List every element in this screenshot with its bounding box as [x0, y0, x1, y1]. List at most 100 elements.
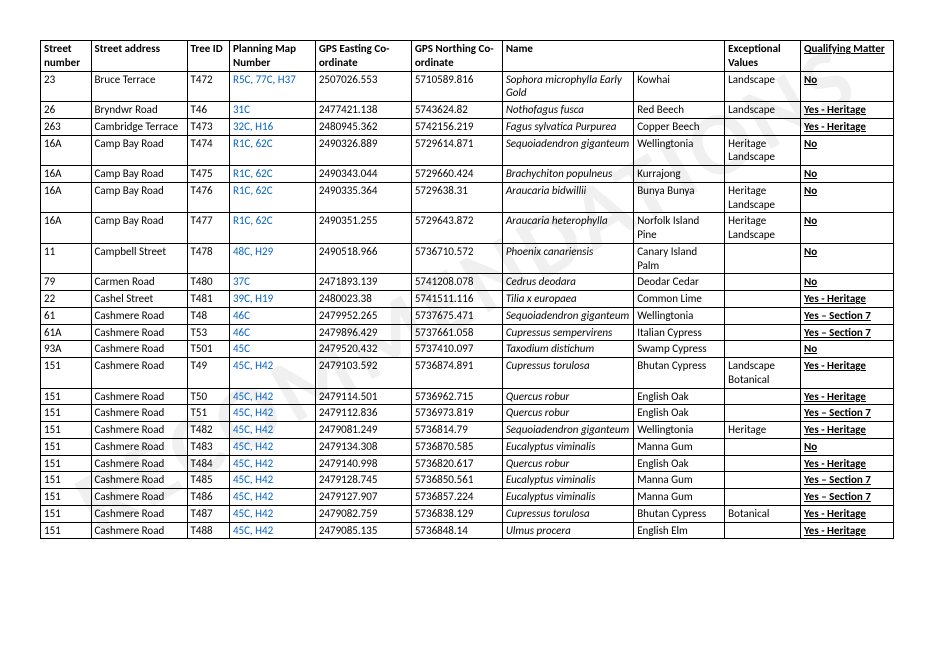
cell-exceptional-values: Landscape	[725, 102, 801, 119]
cell-exceptional-values: Landscape Botanical	[725, 358, 801, 389]
cell-scientific-name: Sophora microphylla Early Gold	[502, 71, 633, 102]
planning-map-link[interactable]: R1C, 62C	[233, 214, 273, 227]
cell-qualifying-matter: Yes - Heritage	[800, 358, 893, 389]
cell-tree-id: T488	[187, 522, 229, 539]
cell-common-name: Wellingtonia	[634, 307, 725, 324]
cell-planning-map: 46C	[229, 307, 315, 324]
cell-common-name: Manna Gum	[634, 489, 725, 506]
cell-street-address: Cashmere Road	[91, 505, 187, 522]
cell-street-address: Camp Bay Road	[91, 182, 187, 213]
cell-street-number: 151	[41, 505, 92, 522]
planning-map-link[interactable]: 46C	[233, 309, 250, 322]
table-row: 151Cashmere RoadT48745C, H422479082.7595…	[41, 505, 894, 522]
cell-scientific-name: Sequoiadendron giganteum	[502, 135, 633, 166]
cell-exceptional-values	[725, 291, 801, 308]
cell-east: 2479520.432	[315, 341, 411, 358]
cell-street-number: 93A	[41, 341, 92, 358]
cell-street-address: Camp Bay Road	[91, 213, 187, 244]
planning-map-link[interactable]: 45C, H42	[233, 359, 273, 372]
planning-map-link[interactable]: 45C, H42	[233, 390, 273, 403]
col-name: Name	[502, 41, 724, 72]
cell-street-number: 61	[41, 307, 92, 324]
cell-north: 5729614.871	[411, 135, 502, 166]
table-row: 61ACashmere RoadT5346C2479896.4295737661…	[41, 324, 894, 341]
cell-tree-id: T476	[187, 182, 229, 213]
cell-common-name: English Oak	[634, 388, 725, 405]
cell-common-name: Swamp Cypress	[634, 341, 725, 358]
planning-map-link[interactable]: 45C, H42	[233, 507, 273, 520]
cell-tree-id: T48	[187, 307, 229, 324]
cell-planning-map: R5C, 77C, H37	[229, 71, 315, 102]
cell-street-address: Cashmere Road	[91, 341, 187, 358]
cell-scientific-name: Cupressus torulosa	[502, 358, 633, 389]
planning-map-link[interactable]: R1C, 62C	[233, 167, 273, 180]
cell-common-name: English Elm	[634, 522, 725, 539]
planning-map-link[interactable]: R1C, 62C	[233, 137, 273, 150]
planning-map-link[interactable]: 45C, H42	[233, 423, 273, 436]
cell-street-number: 151	[41, 472, 92, 489]
cell-street-number: 151	[41, 422, 92, 439]
cell-north: 5742156.219	[411, 118, 502, 135]
cell-street-number: 22	[41, 291, 92, 308]
cell-north: 5729643.872	[411, 213, 502, 244]
cell-scientific-name: Sequoiadendron giganteum	[502, 307, 633, 324]
cell-tree-id: T486	[187, 489, 229, 506]
planning-map-link[interactable]: 45C, H42	[233, 524, 273, 537]
cell-tree-id: T49	[187, 358, 229, 389]
cell-common-name: Italian Cypress	[634, 324, 725, 341]
col-exceptional: Exceptional Values	[725, 41, 801, 72]
table-row: 151Cashmere RoadT5045C, H422479114.50157…	[41, 388, 894, 405]
planning-map-link[interactable]: 48C, H29	[233, 245, 273, 258]
planning-map-link[interactable]: 45C, H42	[233, 490, 273, 503]
cell-planning-map: R1C, 62C	[229, 182, 315, 213]
cell-common-name: Canary Island Palm	[634, 243, 725, 274]
cell-qualifying-matter: No	[800, 135, 893, 166]
cell-scientific-name: Quercus robur	[502, 405, 633, 422]
cell-tree-id: T46	[187, 102, 229, 119]
cell-tree-id: T53	[187, 324, 229, 341]
cell-qualifying-matter: No	[800, 213, 893, 244]
cell-common-name: English Oak	[634, 455, 725, 472]
cell-street-address: Cashmere Road	[91, 489, 187, 506]
planning-map-link[interactable]: R5C, 77C, H37	[233, 73, 296, 86]
heritage-tree-table: Street number Street address Tree ID Pla…	[40, 40, 894, 539]
table-row: 151Cashmere RoadT48245C, H422479081.2495…	[41, 422, 894, 439]
table-row: 23Bruce TerraceT472R5C, 77C, H372507026.…	[41, 71, 894, 102]
planning-map-link[interactable]: 46C	[233, 326, 250, 339]
cell-common-name: Deodar Cedar	[634, 274, 725, 291]
planning-map-link[interactable]: 37C	[233, 275, 250, 288]
planning-map-link[interactable]: 45C, H42	[233, 473, 273, 486]
cell-street-number: 79	[41, 274, 92, 291]
cell-scientific-name: Nothofagus fusca	[502, 102, 633, 119]
planning-map-link[interactable]: 31C	[233, 103, 250, 116]
col-tree-id: Tree ID	[187, 41, 229, 72]
planning-map-link[interactable]: R1C, 62C	[233, 184, 273, 197]
cell-east: 2479952.265	[315, 307, 411, 324]
cell-east: 2479128.745	[315, 472, 411, 489]
cell-planning-map: 45C, H42	[229, 505, 315, 522]
table-row: 151Cashmere RoadT4945C, H422479103.59257…	[41, 358, 894, 389]
cell-exceptional-values	[725, 341, 801, 358]
cell-tree-id: T51	[187, 405, 229, 422]
cell-north: 5741511.116	[411, 291, 502, 308]
planning-map-link[interactable]: 45C, H42	[233, 440, 273, 453]
table-row: 151Cashmere RoadT48345C, H422479134.3085…	[41, 438, 894, 455]
cell-qualifying-matter: Yes – Section 7	[800, 324, 893, 341]
planning-map-link[interactable]: 32C, H16	[233, 120, 273, 133]
planning-map-link[interactable]: 45C, H42	[233, 406, 273, 419]
cell-north: 5736710.572	[411, 243, 502, 274]
cell-scientific-name: Araucaria bidwillii	[502, 182, 633, 213]
cell-scientific-name: Taxodium distichum	[502, 341, 633, 358]
cell-planning-map: 45C, H42	[229, 358, 315, 389]
cell-planning-map: R1C, 62C	[229, 135, 315, 166]
cell-north: 5737661.058	[411, 324, 502, 341]
cell-exceptional-values: Heritage Landscape	[725, 213, 801, 244]
cell-north: 5741208.078	[411, 274, 502, 291]
cell-planning-map: 46C	[229, 324, 315, 341]
cell-qualifying-matter: Yes – Section 7	[800, 472, 893, 489]
cell-street-address: Cashmere Road	[91, 358, 187, 389]
planning-map-link[interactable]: 45C	[233, 342, 250, 355]
cell-exceptional-values	[725, 388, 801, 405]
planning-map-link[interactable]: 45C, H42	[233, 457, 273, 470]
planning-map-link[interactable]: 39C, H19	[233, 292, 273, 305]
